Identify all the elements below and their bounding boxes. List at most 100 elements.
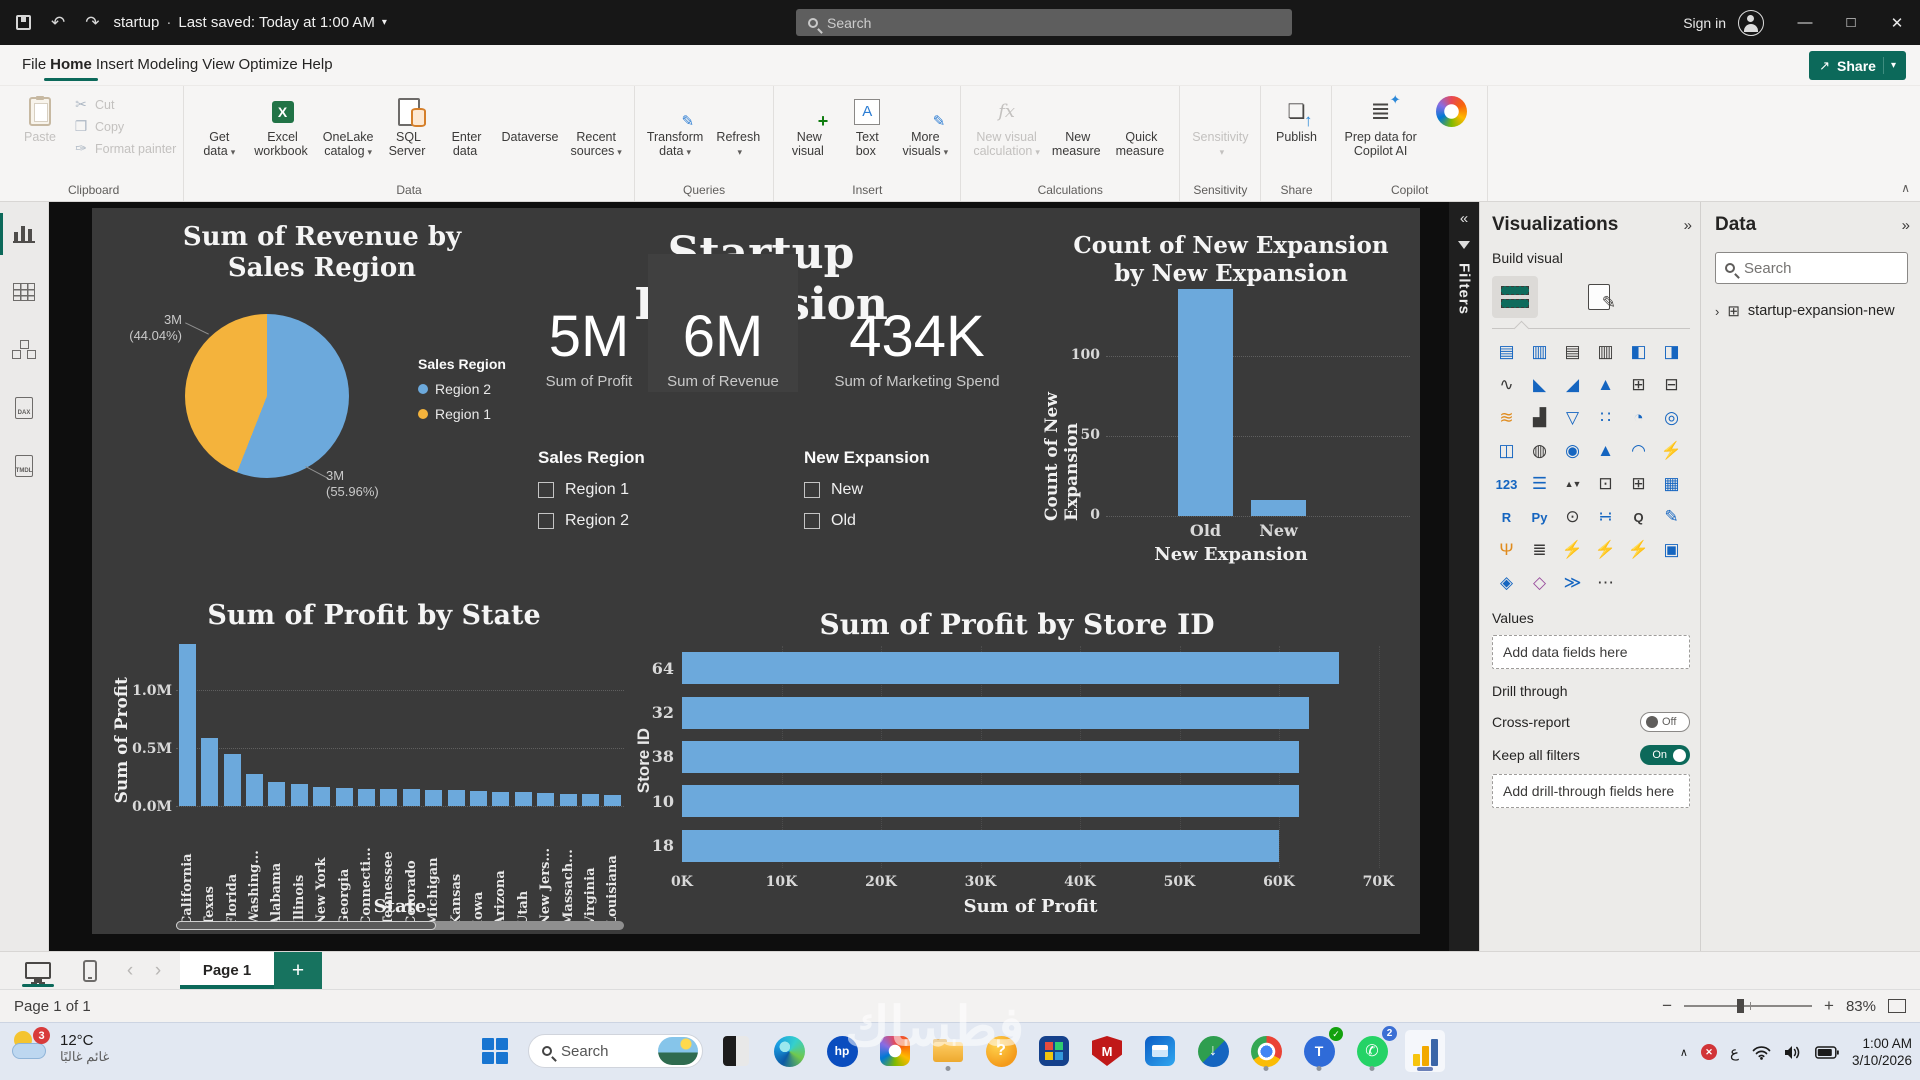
bar-chart-profit-by-store[interactable]: Sum of Profit by Store ID Store ID 64 32… <box>632 606 1402 931</box>
zoom-slider-thumb[interactable] <box>1737 999 1745 1013</box>
global-search-input[interactable]: Search <box>796 9 1292 36</box>
column-bar[interactable] <box>268 782 286 806</box>
save-icon[interactable] <box>16 15 31 30</box>
page-tab[interactable]: Page 1 <box>180 952 274 989</box>
ribbon-button[interactable]: Get data ▾ <box>191 90 247 162</box>
visual-type-icon[interactable] <box>1624 537 1653 563</box>
visual-type-icon[interactable] <box>1657 504 1686 530</box>
visual-type-icon[interactable] <box>1657 537 1686 563</box>
visual-type-icon[interactable] <box>1525 372 1554 398</box>
column-bar[interactable] <box>313 787 331 806</box>
column-bar[interactable] <box>514 792 532 806</box>
horizontal-bar[interactable] <box>682 696 1309 729</box>
ribbon-button[interactable]: Excel workbook <box>249 90 316 162</box>
file-explorer-app-icon[interactable] <box>928 1030 968 1072</box>
ribbon-button[interactable]: New visual <box>781 90 837 162</box>
taskbar-search-input[interactable]: Search <box>528 1034 703 1068</box>
slicer-new-expansion[interactable]: New Expansion New Old <box>804 448 1014 530</box>
visual-type-icon[interactable] <box>1591 504 1620 530</box>
slicer-option[interactable]: Old <box>804 512 1014 530</box>
visual-type-icon[interactable] <box>1624 372 1653 398</box>
chrome-app-icon[interactable] <box>1246 1030 1286 1072</box>
ribbon-button[interactable]: New visual calculation▾ <box>968 90 1045 162</box>
expand-table-icon[interactable]: › <box>1715 303 1720 319</box>
menu-tab[interactable]: Home <box>48 47 94 82</box>
column-bar[interactable] <box>357 789 375 806</box>
column-bar[interactable] <box>290 784 308 806</box>
column-bar[interactable] <box>425 790 443 806</box>
powerbi-app-icon[interactable] <box>1405 1030 1445 1072</box>
help-app-icon[interactable]: ? <box>981 1030 1021 1072</box>
account-avatar[interactable] <box>1738 9 1764 36</box>
hidden-icons-chevron[interactable]: ∧ <box>1679 1046 1688 1059</box>
new-page-button[interactable]: + <box>274 952 322 989</box>
ribbon-button[interactable]: Dataverse <box>497 90 564 162</box>
legend-item[interactable]: Region 2 <box>418 381 506 397</box>
slicer-sales-region[interactable]: Sales Region Region 1 Region 2 <box>538 448 748 530</box>
search-highlight-image[interactable] <box>658 1037 698 1065</box>
title-caret-icon[interactable]: ▾ <box>381 17 387 28</box>
maximize-button[interactable]: □ <box>1846 14 1856 31</box>
visual-type-icon[interactable] <box>1591 405 1620 431</box>
volume-icon[interactable] <box>1784 1045 1802 1060</box>
zoom-out-button[interactable]: − <box>1662 996 1673 1015</box>
whatsapp-app-icon[interactable]: ✆ 2 <box>1352 1026 1397 1072</box>
menu-tab[interactable]: Modeling <box>137 56 199 73</box>
visual-type-icon[interactable] <box>1624 471 1653 497</box>
clipboard-item-button[interactable]: ✂ Cut <box>73 96 176 113</box>
visual-type-icon[interactable] <box>1558 405 1587 431</box>
wifi-icon[interactable] <box>1752 1045 1771 1060</box>
kpi-card-marketing-spend[interactable]: 434K Sum of Marketing Spend <box>797 306 1037 391</box>
copilot-button[interactable] <box>1424 90 1480 133</box>
dax-query-view-button[interactable]: DAX <box>0 390 49 426</box>
visual-type-icon[interactable] <box>1558 438 1587 464</box>
legend-item[interactable]: Region 1 <box>418 406 506 422</box>
next-page-icon[interactable]: › <box>154 959 162 981</box>
redo-icon[interactable]: ↷ <box>85 12 100 32</box>
visual-type-icon[interactable] <box>1525 570 1554 596</box>
slicer-option[interactable]: Region 2 <box>538 512 748 530</box>
collapse-visualizations-icon[interactable]: » <box>1683 216 1692 234</box>
column-bar[interactable] <box>178 644 196 806</box>
visual-type-icon[interactable] <box>1492 570 1521 596</box>
visual-type-icon[interactable] <box>1525 471 1554 497</box>
visual-type-icon[interactable] <box>1525 537 1554 563</box>
visual-type-icon[interactable] <box>1657 438 1686 464</box>
menu-tab[interactable]: File <box>22 56 47 73</box>
visual-type-icon[interactable] <box>1558 372 1587 398</box>
menu-tab[interactable]: View <box>202 56 235 73</box>
mobile-layout-button[interactable] <box>64 952 116 989</box>
slicer-option[interactable]: Region 1 <box>538 481 748 499</box>
visual-type-icon[interactable] <box>1525 339 1554 365</box>
clock[interactable]: 1:00 AM 3/10/2026 <box>1852 1035 1912 1069</box>
visual-type-icon[interactable] <box>1492 372 1521 398</box>
notepad-app-icon[interactable] <box>716 1030 756 1072</box>
visual-type-icon[interactable] <box>1591 372 1620 398</box>
column-bar[interactable] <box>245 774 263 806</box>
visual-type-icon[interactable] <box>1558 339 1587 365</box>
visual-type-icon[interactable] <box>1492 405 1521 431</box>
tray-app-icon[interactable]: ✕ <box>1700 1044 1717 1060</box>
copilot-app-icon[interactable] <box>875 1030 915 1072</box>
column-bar[interactable] <box>1178 289 1233 516</box>
visual-type-icon[interactable] <box>1492 438 1521 464</box>
pie-chart-visual[interactable]: Sum of Revenue by Sales Region 3M (44.04… <box>102 216 542 531</box>
ribbon-button[interactable]: Quick measure <box>1111 90 1173 162</box>
horizontal-bar[interactable] <box>682 785 1299 818</box>
horizontal-bar[interactable] <box>682 652 1339 685</box>
publish-button[interactable]: Publish <box>1268 90 1324 147</box>
ribbon-button[interactable]: SQL Server <box>381 90 437 162</box>
zoom-slider[interactable] <box>1684 999 1813 1013</box>
column-chart-profit-by-state[interactable]: Sum of Profit by State Sum of Profit 1.0… <box>110 600 638 934</box>
microsoft-store-app-icon[interactable] <box>1034 1030 1074 1072</box>
menu-tab[interactable]: Optimize <box>238 56 298 73</box>
report-view-button[interactable] <box>0 213 49 255</box>
horizontal-bar[interactable] <box>682 740 1299 773</box>
paste-button[interactable]: Paste <box>11 90 69 147</box>
tmdl-view-button[interactable]: TMDL <box>0 448 49 484</box>
mcafee-app-icon[interactable]: M <box>1087 1030 1127 1072</box>
ribbon-button[interactable]: Transform data▾ <box>642 90 709 162</box>
column-bar[interactable] <box>469 791 487 806</box>
ribbon-button[interactable]: Enter data <box>439 90 495 162</box>
ribbon-button[interactable]: Recent sources ▾ <box>566 90 627 162</box>
